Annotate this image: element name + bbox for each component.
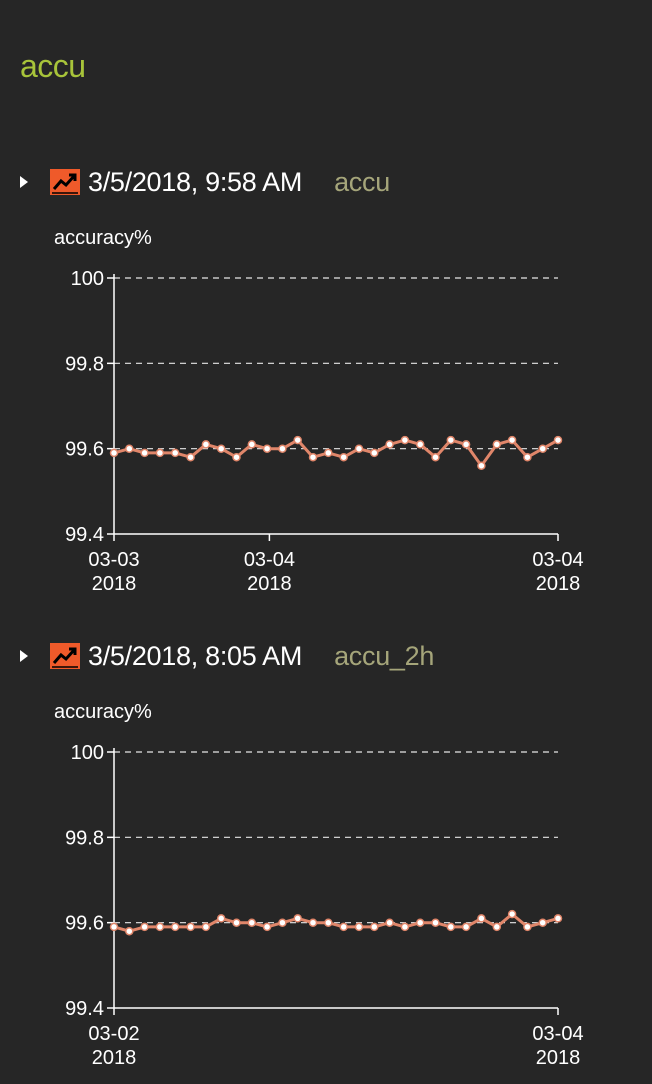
y-tick-label: 100	[71, 268, 104, 290]
data-point[interactable]	[155, 448, 165, 458]
data-point[interactable]	[186, 452, 195, 462]
data-point[interactable]	[400, 922, 410, 932]
data-point[interactable]	[507, 909, 517, 919]
data-point[interactable]	[385, 440, 394, 449]
x-tick-label: 2018	[92, 573, 137, 595]
x-tick-label: 2018	[536, 1047, 581, 1069]
x-tick-label: 2018	[247, 573, 292, 595]
data-point[interactable]	[216, 914, 226, 923]
data-point[interactable]	[446, 922, 456, 932]
data-point[interactable]	[247, 440, 257, 449]
triangle-right-icon[interactable]	[20, 176, 28, 188]
data-point[interactable]	[324, 448, 333, 458]
y-tick-label: 99.6	[65, 439, 104, 461]
chart-title: accuracy%	[54, 701, 152, 723]
data-point[interactable]	[553, 914, 563, 923]
y-tick-label: 99.6	[65, 913, 104, 935]
x-tick-label: 2018	[92, 1047, 137, 1069]
data-point[interactable]	[431, 918, 440, 927]
data-point[interactable]	[354, 922, 364, 932]
line-chart-icon	[50, 169, 80, 195]
x-tick-label: 2018	[536, 573, 581, 595]
data-point[interactable]	[538, 444, 547, 453]
data-point[interactable]	[461, 440, 471, 449]
data-point[interactable]	[232, 918, 241, 927]
data-point[interactable]	[170, 922, 180, 932]
data-point[interactable]	[431, 452, 440, 462]
chart-title: accuracy%	[54, 227, 152, 249]
x-tick-label: 03-04	[532, 1023, 583, 1045]
data-point[interactable]	[354, 444, 364, 453]
y-tick-label: 100	[71, 742, 104, 764]
run-timestamp: 3/5/2018, 9:58 AM	[88, 166, 303, 197]
data-point[interactable]	[523, 922, 532, 932]
triangle-right-icon[interactable]	[20, 650, 28, 662]
run-name-link[interactable]: accu_2h	[334, 640, 435, 671]
y-tick-label: 99.4	[65, 524, 104, 546]
data-point[interactable]	[262, 444, 272, 453]
data-point[interactable]	[324, 918, 333, 927]
x-tick-label: 03-04	[532, 549, 583, 571]
data-point[interactable]	[216, 444, 226, 453]
data-point[interactable]	[477, 914, 486, 923]
data-point[interactable]	[125, 444, 134, 453]
data-point[interactable]	[109, 922, 119, 932]
data-point[interactable]	[370, 448, 379, 458]
data-point[interactable]	[278, 444, 287, 453]
data-point[interactable]	[140, 448, 149, 458]
y-tick-label: 99.4	[65, 998, 104, 1020]
data-point[interactable]	[492, 922, 502, 932]
data-point[interactable]	[201, 440, 211, 449]
page-title: accu	[20, 48, 86, 84]
data-point[interactable]	[492, 440, 502, 449]
data-point[interactable]	[339, 922, 348, 932]
data-point[interactable]	[170, 448, 180, 458]
data-point[interactable]	[523, 452, 532, 462]
data-point[interactable]	[140, 922, 149, 932]
panel-header[interactable]: 3/5/2018, 8:05 AM accu_2h	[20, 638, 434, 674]
data-point[interactable]	[400, 435, 410, 445]
data-point[interactable]	[293, 435, 302, 445]
data-point[interactable]	[125, 926, 134, 936]
line-chart-icon	[50, 643, 80, 669]
line-chart: accuracy%10099.899.699.403-03201803-0420…	[54, 227, 584, 595]
data-point[interactable]	[186, 922, 195, 932]
run-timestamp: 3/5/2018, 8:05 AM	[88, 640, 303, 671]
data-point[interactable]	[155, 922, 165, 932]
data-point[interactable]	[247, 918, 257, 927]
data-point[interactable]	[370, 922, 379, 932]
x-tick-label: 03-04	[244, 549, 295, 571]
data-point[interactable]	[461, 922, 471, 932]
data-point[interactable]	[201, 922, 211, 932]
data-point[interactable]	[415, 918, 425, 927]
data-point[interactable]	[415, 440, 425, 449]
data-point[interactable]	[446, 435, 456, 445]
chart-panel: 3/5/2018, 9:58 AM accu accuracy% 100 99.8 9…	[0, 164, 652, 624]
data-point[interactable]	[507, 435, 517, 445]
y-tick-label: 99.8	[65, 353, 104, 375]
data-point[interactable]	[278, 918, 287, 927]
data-point[interactable]	[538, 918, 547, 927]
data-point[interactable]	[385, 918, 394, 927]
y-tick-label: 99.8	[65, 827, 104, 849]
panel-header[interactable]: 3/5/2018, 9:58 AM accu	[20, 164, 390, 200]
line-chart: accuracy%10099.899.699.403-02201803-0420…	[54, 701, 584, 1069]
run-name-link[interactable]: accu	[334, 166, 390, 197]
data-point[interactable]	[553, 435, 563, 445]
data-point[interactable]	[339, 452, 348, 462]
chart-panel: 3/5/2018, 8:05 AM accu_2h accuracy% 100 99…	[0, 638, 652, 1084]
data-point[interactable]	[232, 452, 241, 462]
x-tick-label: 03-02	[88, 1023, 139, 1045]
data-point[interactable]	[262, 922, 272, 932]
data-point[interactable]	[477, 461, 486, 470]
data-point[interactable]	[109, 448, 119, 458]
data-point[interactable]	[308, 918, 318, 927]
series-line	[113, 438, 559, 468]
x-tick-label: 03-03	[88, 549, 139, 571]
data-point[interactable]	[308, 452, 318, 462]
data-point[interactable]	[293, 914, 302, 923]
